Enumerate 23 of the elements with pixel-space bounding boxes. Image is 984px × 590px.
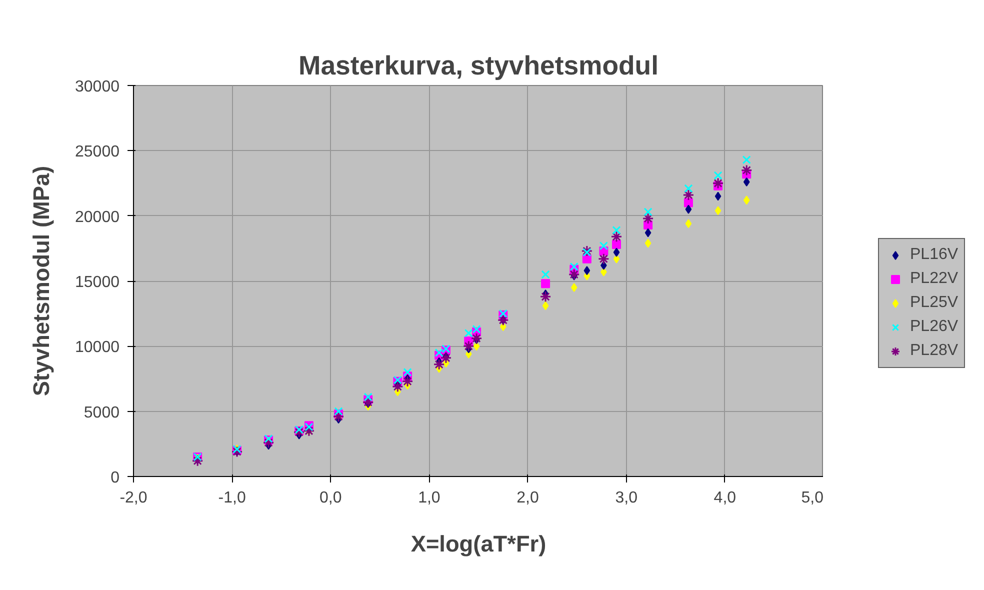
legend-label: PL26V bbox=[910, 318, 958, 336]
y-tick-label: 10000 bbox=[75, 339, 120, 356]
y-tick-label: 0 bbox=[110, 470, 120, 486]
y-tick-label: 30000 bbox=[75, 78, 120, 96]
x-tick-label: -1,0 bbox=[218, 490, 246, 506]
legend-label: PL28V bbox=[910, 342, 958, 360]
y-tick-label: 25000 bbox=[75, 144, 120, 161]
y-axis-title: Styvhetsmodul (MPa) bbox=[28, 166, 54, 396]
x-axis-title: X=log(aT*Fr) bbox=[410, 530, 546, 556]
legend-label: PL22V bbox=[910, 270, 958, 288]
chart-title: Masterkurva, styvhetsmodul bbox=[298, 50, 659, 80]
x-tick-label: 4,0 bbox=[714, 490, 736, 506]
y-tick-label: 15000 bbox=[75, 274, 120, 291]
x-tick-label: -2,0 bbox=[120, 490, 148, 506]
x-tick-label: 1,0 bbox=[418, 490, 440, 506]
y-tick-label: 20000 bbox=[75, 208, 120, 226]
y-tick-label: 5000 bbox=[84, 404, 120, 422]
x-tick-label: 2,0 bbox=[516, 490, 540, 506]
legend-label: PL16V bbox=[910, 246, 958, 264]
x-tick-label: 5,0 bbox=[801, 490, 824, 506]
x-tick-label: 3,0 bbox=[615, 490, 638, 506]
legend-label: PL25V bbox=[910, 294, 958, 312]
x-tick-label: 0,0 bbox=[320, 490, 342, 506]
